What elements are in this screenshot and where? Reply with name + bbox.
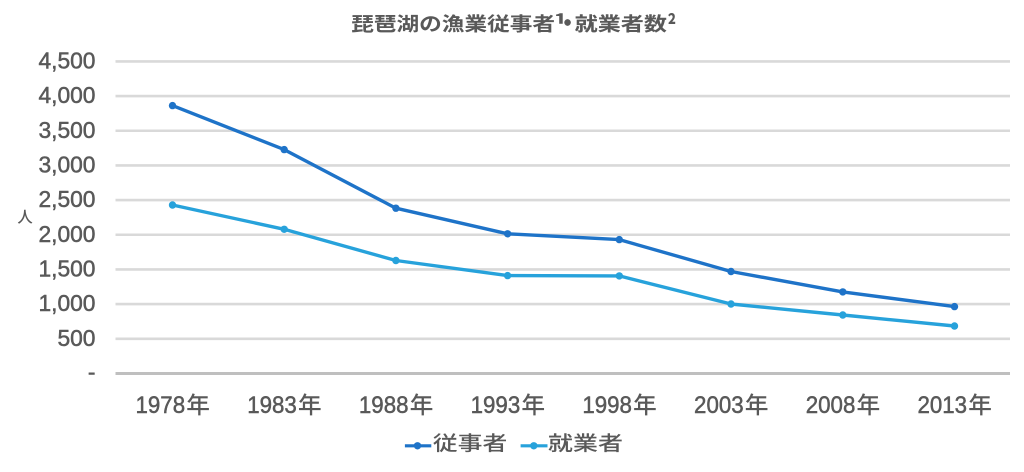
svg-text:4,500: 4,500	[38, 47, 95, 73]
svg-text:2,500: 2,500	[38, 186, 95, 212]
svg-text:2,000: 2,000	[38, 221, 95, 247]
svg-text:1998: 1998	[582, 391, 632, 418]
svg-text:3,500: 3,500	[38, 117, 95, 143]
svg-text:2013: 2013	[917, 391, 967, 418]
svg-text:-: -	[88, 359, 96, 385]
svg-text:1,500: 1,500	[38, 255, 95, 281]
svg-text:1978: 1978	[135, 391, 185, 418]
svg-text:1993: 1993	[471, 391, 521, 418]
svg-text:2003: 2003	[694, 391, 744, 418]
svg-text:1,000: 1,000	[38, 290, 95, 316]
svg-text:4,000: 4,000	[38, 82, 95, 108]
svg-text:3,000: 3,000	[38, 151, 95, 177]
svg-text:500: 500	[57, 325, 95, 351]
svg-text:1983: 1983	[247, 391, 297, 418]
svg-text:2008: 2008	[806, 391, 856, 418]
svg-text:1988: 1988	[359, 391, 409, 418]
